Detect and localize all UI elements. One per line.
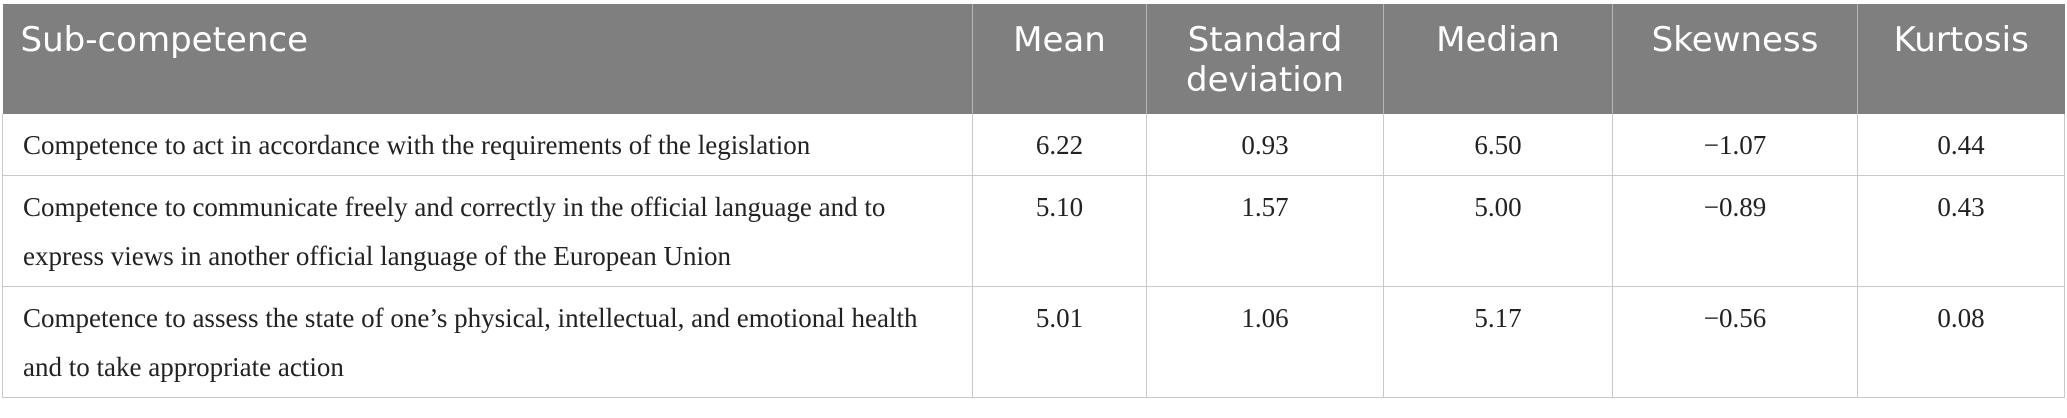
cell-mean: 5.01	[972, 286, 1147, 398]
cell-kurtosis: 0.43	[1857, 175, 2065, 287]
table-body: Competence to act in accordance with the…	[2, 114, 2065, 398]
header-sub-competence: Sub-competence	[2, 4, 973, 114]
cell-standard-deviation: 1.57	[1146, 175, 1384, 287]
header-standard-deviation: Standard deviation	[1146, 4, 1384, 114]
cell-kurtosis: 0.44	[1857, 114, 2065, 176]
header-median: Median	[1383, 4, 1613, 114]
table-row: Competence to assess the state of one’s …	[2, 286, 2065, 398]
cell-kurtosis: 0.08	[1857, 286, 2065, 398]
table-row: Competence to communicate freely and cor…	[2, 175, 2065, 287]
header-mean: Mean	[972, 4, 1147, 114]
cell-median: 5.00	[1383, 175, 1613, 287]
cell-standard-deviation: 0.93	[1146, 114, 1384, 176]
table-header: Sub-competence Mean Standard deviation M…	[2, 4, 2065, 114]
header-skewness: Skewness	[1612, 4, 1858, 114]
statistics-table: Sub-competence Mean Standard deviation M…	[2, 4, 2065, 398]
cell-sub-competence: Competence to assess the state of one’s …	[2, 286, 973, 398]
cell-skewness: −0.56	[1612, 286, 1858, 398]
table-row: Competence to act in accordance with the…	[2, 114, 2065, 176]
cell-median: 5.17	[1383, 286, 1613, 398]
cell-mean: 6.22	[972, 114, 1147, 176]
cell-standard-deviation: 1.06	[1146, 286, 1384, 398]
header-kurtosis: Kurtosis	[1857, 4, 2065, 114]
cell-skewness: −1.07	[1612, 114, 1858, 176]
cell-mean: 5.10	[972, 175, 1147, 287]
header-row: Sub-competence Mean Standard deviation M…	[2, 4, 2065, 114]
cell-sub-competence: Competence to communicate freely and cor…	[2, 175, 973, 287]
cell-skewness: −0.89	[1612, 175, 1858, 287]
cell-median: 6.50	[1383, 114, 1613, 176]
cell-sub-competence: Competence to act in accordance with the…	[2, 114, 973, 176]
